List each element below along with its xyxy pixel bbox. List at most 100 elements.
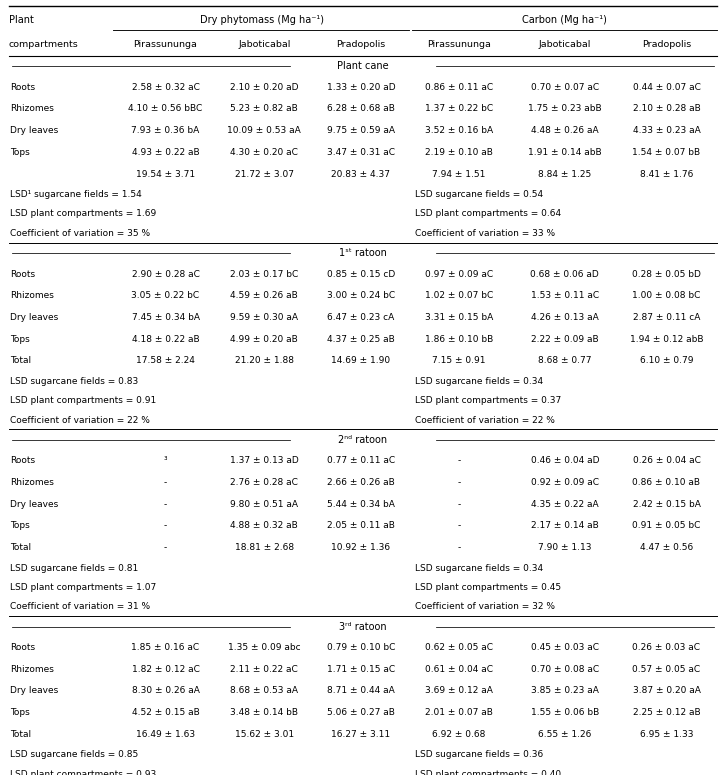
- Text: Total: Total: [10, 730, 31, 739]
- Text: Roots: Roots: [10, 643, 36, 652]
- Text: 4.93 ± 0.22 aB: 4.93 ± 0.22 aB: [131, 148, 200, 157]
- Text: 0.86 ± 0.10 aB: 0.86 ± 0.10 aB: [632, 478, 701, 487]
- Text: Plant: Plant: [9, 15, 33, 25]
- Text: compartments: compartments: [9, 40, 78, 49]
- Text: Coefficient of variation = 32 %: Coefficient of variation = 32 %: [415, 602, 555, 611]
- Text: 18.81 ± 2.68: 18.81 ± 2.68: [234, 543, 294, 552]
- Text: 0.70 ± 0.07 aC: 0.70 ± 0.07 aC: [531, 83, 599, 91]
- Text: 0.77 ± 0.11 aC: 0.77 ± 0.11 aC: [327, 456, 395, 465]
- Text: 4.18 ± 0.22 aB: 4.18 ± 0.22 aB: [131, 335, 200, 343]
- Text: 0.86 ± 0.11 aC: 0.86 ± 0.11 aC: [425, 83, 493, 91]
- Text: 0.68 ± 0.06 aD: 0.68 ± 0.06 aD: [531, 270, 599, 278]
- Text: 2.58 ± 0.32 aC: 2.58 ± 0.32 aC: [131, 83, 200, 91]
- Text: Tops: Tops: [10, 708, 30, 717]
- Text: 2.42 ± 0.15 bA: 2.42 ± 0.15 bA: [632, 500, 701, 508]
- Text: Coefficient of variation = 35 %: Coefficient of variation = 35 %: [10, 229, 150, 238]
- Text: 7.15 ± 0.91: 7.15 ± 0.91: [432, 356, 486, 365]
- Text: 6.95 ± 1.33: 6.95 ± 1.33: [640, 730, 693, 739]
- Text: 1.55 ± 0.06 bB: 1.55 ± 0.06 bB: [531, 708, 599, 717]
- Text: Tops: Tops: [10, 335, 30, 343]
- Text: 15.62 ± 3.01: 15.62 ± 3.01: [234, 730, 294, 739]
- Text: 4.33 ± 0.23 aA: 4.33 ± 0.23 aA: [632, 126, 701, 135]
- Text: 9.59 ± 0.30 aA: 9.59 ± 0.30 aA: [230, 313, 298, 322]
- Text: 3.31 ± 0.15 bA: 3.31 ± 0.15 bA: [425, 313, 493, 322]
- Text: 1.85 ± 0.16 aC: 1.85 ± 0.16 aC: [131, 643, 200, 652]
- Text: 9.80 ± 0.51 aA: 9.80 ± 0.51 aA: [230, 500, 298, 508]
- Text: -: -: [164, 478, 167, 487]
- Text: 3.87 ± 0.20 aA: 3.87 ± 0.20 aA: [632, 687, 701, 695]
- Text: 6.10 ± 0.79: 6.10 ± 0.79: [640, 356, 693, 365]
- Text: 2.90 ± 0.28 aC: 2.90 ± 0.28 aC: [131, 270, 200, 278]
- Text: 0.61 ± 0.04 aC: 0.61 ± 0.04 aC: [425, 665, 493, 673]
- Text: Coefficient of variation = 22 %: Coefficient of variation = 22 %: [10, 415, 150, 425]
- Text: Dry phytomass (Mg ha⁻¹): Dry phytomass (Mg ha⁻¹): [200, 15, 325, 25]
- Text: ³: ³: [164, 456, 167, 465]
- Text: Coefficient of variation = 31 %: Coefficient of variation = 31 %: [10, 602, 150, 611]
- Text: 4.99 ± 0.20 aB: 4.99 ± 0.20 aB: [230, 335, 298, 343]
- Text: LSD sugarcane fields = 0.54: LSD sugarcane fields = 0.54: [415, 190, 543, 199]
- Text: 3.05 ± 0.22 bC: 3.05 ± 0.22 bC: [131, 291, 200, 300]
- Text: Dry leaves: Dry leaves: [10, 500, 58, 508]
- Text: 10.09 ± 0.53 aA: 10.09 ± 0.53 aA: [227, 126, 301, 135]
- Text: 1.54 ± 0.07 bB: 1.54 ± 0.07 bB: [632, 148, 701, 157]
- Text: Dry leaves: Dry leaves: [10, 126, 58, 135]
- Text: 14.69 ± 1.90: 14.69 ± 1.90: [331, 356, 391, 365]
- Text: Pradopolis: Pradopolis: [642, 40, 691, 49]
- Text: Total: Total: [10, 356, 31, 365]
- Text: 0.44 ± 0.07 aC: 0.44 ± 0.07 aC: [632, 83, 701, 91]
- Text: 5.23 ± 0.82 aB: 5.23 ± 0.82 aB: [230, 105, 298, 113]
- Text: 4.35 ± 0.22 aA: 4.35 ± 0.22 aA: [531, 500, 599, 508]
- Text: LSD plant compartments = 0.37: LSD plant compartments = 0.37: [415, 396, 561, 405]
- Text: 1.37 ± 0.13 aD: 1.37 ± 0.13 aD: [230, 456, 298, 465]
- Text: Pradopolis: Pradopolis: [336, 40, 386, 49]
- Text: 1.82 ± 0.12 aC: 1.82 ± 0.12 aC: [131, 665, 200, 673]
- Text: LSD plant compartments = 1.69: LSD plant compartments = 1.69: [10, 209, 156, 219]
- Text: 21.72 ± 3.07: 21.72 ± 3.07: [234, 170, 294, 178]
- Text: 7.90 ± 1.13: 7.90 ± 1.13: [538, 543, 592, 552]
- Text: 7.93 ± 0.36 bA: 7.93 ± 0.36 bA: [131, 126, 200, 135]
- Text: 6.92 ± 0.68: 6.92 ± 0.68: [432, 730, 486, 739]
- Text: 8.68 ± 0.53 aA: 8.68 ± 0.53 aA: [230, 687, 298, 695]
- Text: 8.68 ± 0.77: 8.68 ± 0.77: [538, 356, 592, 365]
- Text: -: -: [164, 543, 167, 552]
- Text: 3.48 ± 0.14 bB: 3.48 ± 0.14 bB: [230, 708, 298, 717]
- Text: 3.52 ± 0.16 bA: 3.52 ± 0.16 bA: [425, 126, 493, 135]
- Text: 1.33 ± 0.20 aD: 1.33 ± 0.20 aD: [327, 83, 395, 91]
- Text: 0.26 ± 0.03 aC: 0.26 ± 0.03 aC: [632, 643, 701, 652]
- Text: 4.52 ± 0.15 aB: 4.52 ± 0.15 aB: [131, 708, 200, 717]
- Text: Rhizomes: Rhizomes: [10, 478, 54, 487]
- Text: 0.46 ± 0.04 aD: 0.46 ± 0.04 aD: [531, 456, 599, 465]
- Text: 5.06 ± 0.27 aB: 5.06 ± 0.27 aB: [327, 708, 395, 717]
- Text: LSD plant compartments = 0.64: LSD plant compartments = 0.64: [415, 209, 561, 219]
- Text: 21.20 ± 1.88: 21.20 ± 1.88: [234, 356, 294, 365]
- Text: 1.86 ± 0.10 bB: 1.86 ± 0.10 bB: [425, 335, 493, 343]
- Text: 2.10 ± 0.28 aB: 2.10 ± 0.28 aB: [632, 105, 701, 113]
- Text: 4.10 ± 0.56 bBC: 4.10 ± 0.56 bBC: [129, 105, 203, 113]
- Text: 9.75 ± 0.59 aA: 9.75 ± 0.59 aA: [327, 126, 395, 135]
- Text: 4.59 ± 0.26 aB: 4.59 ± 0.26 aB: [230, 291, 298, 300]
- Text: 0.57 ± 0.05 aC: 0.57 ± 0.05 aC: [632, 665, 701, 673]
- Text: 5.44 ± 0.34 bA: 5.44 ± 0.34 bA: [327, 500, 395, 508]
- Text: 4.37 ± 0.25 aB: 4.37 ± 0.25 aB: [327, 335, 395, 343]
- Text: Carbon (Mg ha⁻¹): Carbon (Mg ha⁻¹): [523, 15, 607, 25]
- Text: 6.55 ± 1.26: 6.55 ± 1.26: [538, 730, 592, 739]
- Text: Jaboticabal: Jaboticabal: [238, 40, 290, 49]
- Text: LSD plant compartments = 0.91: LSD plant compartments = 0.91: [10, 396, 156, 405]
- Text: 1.71 ± 0.15 aC: 1.71 ± 0.15 aC: [327, 665, 395, 673]
- Text: Jaboticabal: Jaboticabal: [539, 40, 591, 49]
- Text: -: -: [457, 500, 460, 508]
- Text: 16.27 ± 3.11: 16.27 ± 3.11: [331, 730, 391, 739]
- Text: 2.10 ± 0.20 aD: 2.10 ± 0.20 aD: [230, 83, 298, 91]
- Text: 6.28 ± 0.68 aB: 6.28 ± 0.68 aB: [327, 105, 395, 113]
- Text: 1.53 ± 0.11 aC: 1.53 ± 0.11 aC: [531, 291, 599, 300]
- Text: Dry leaves: Dry leaves: [10, 313, 58, 322]
- Text: LSD plant compartments = 0.93: LSD plant compartments = 0.93: [10, 770, 156, 775]
- Text: 19.54 ± 3.71: 19.54 ± 3.71: [136, 170, 195, 178]
- Text: LSD plant compartments = 0.40: LSD plant compartments = 0.40: [415, 770, 561, 775]
- Text: 0.92 ± 0.09 aC: 0.92 ± 0.09 aC: [531, 478, 599, 487]
- Text: 4.30 ± 0.20 aC: 4.30 ± 0.20 aC: [230, 148, 298, 157]
- Text: 2.01 ± 0.07 aB: 2.01 ± 0.07 aB: [425, 708, 493, 717]
- Text: Roots: Roots: [10, 270, 36, 278]
- Text: -: -: [457, 522, 460, 530]
- Text: 0.91 ± 0.05 bC: 0.91 ± 0.05 bC: [632, 522, 701, 530]
